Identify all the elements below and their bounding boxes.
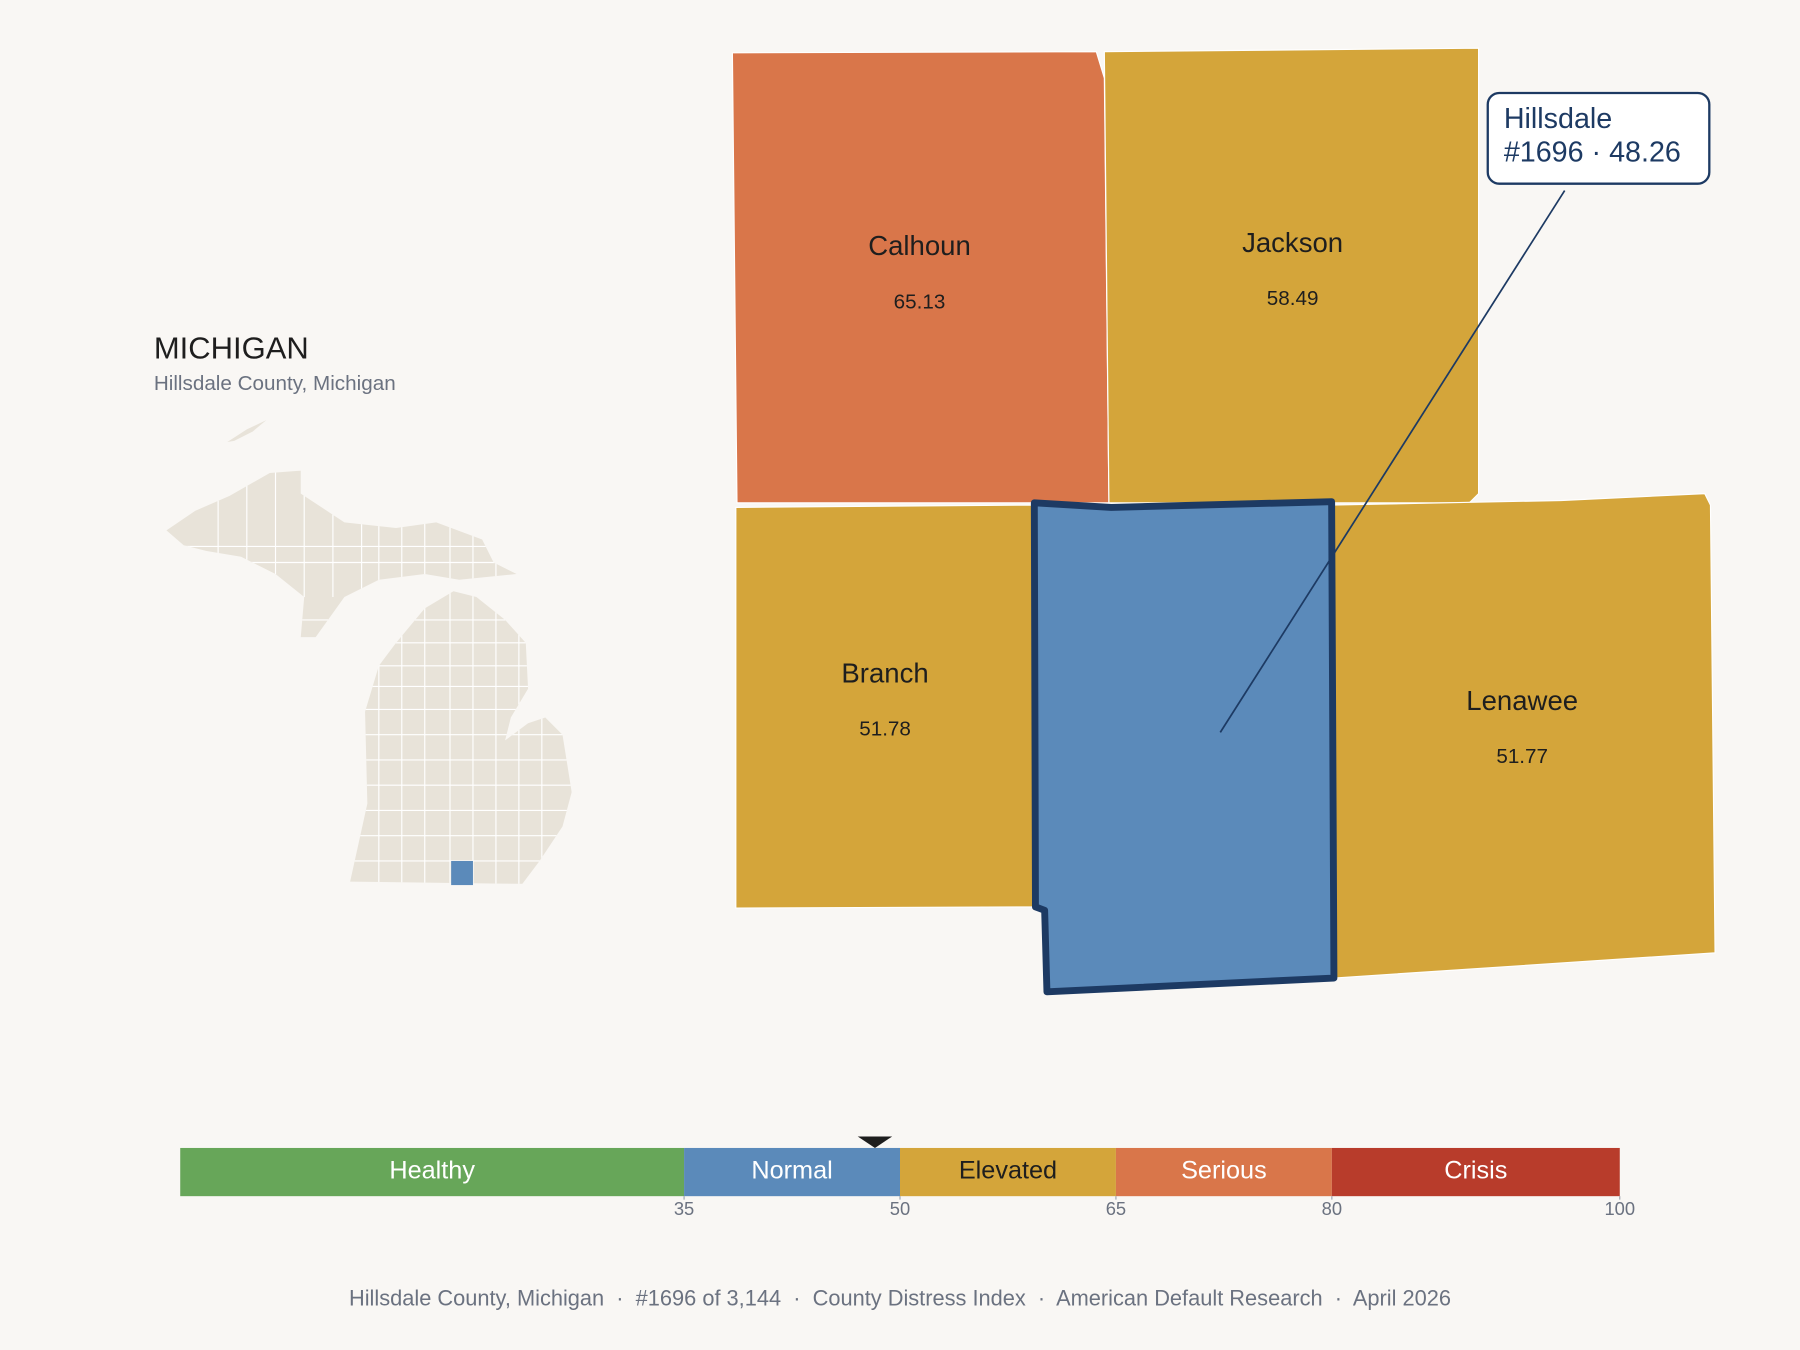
band-label: Healthy xyxy=(389,1157,475,1185)
band-label: Crisis xyxy=(1444,1157,1507,1185)
county-score: 58.49 xyxy=(1267,287,1319,310)
tick-label: 100 xyxy=(1604,1198,1635,1219)
band-label: Serious xyxy=(1181,1157,1267,1185)
scale-band xyxy=(180,1147,685,1197)
subtitle: Hillsdale County, Michigan xyxy=(154,372,396,395)
county[interactable] xyxy=(735,504,1034,909)
county-name: Lenawee xyxy=(1466,685,1578,716)
scale-band xyxy=(1331,1147,1620,1197)
county-score: 51.78 xyxy=(859,718,911,741)
score-marker xyxy=(857,1136,893,1148)
county-name: Jackson xyxy=(1242,227,1343,258)
scale-band xyxy=(900,1147,1116,1197)
callout-name: Hillsdale xyxy=(1504,103,1612,135)
band-label: Normal xyxy=(751,1157,832,1185)
county[interactable] xyxy=(731,51,1110,504)
callout-leader xyxy=(1219,190,1566,733)
callout-detail: #1696 · 48.26 xyxy=(1504,136,1681,168)
state-title: MICHIGAN xyxy=(154,330,309,365)
inset-highlight xyxy=(451,860,473,886)
scale-band xyxy=(684,1147,900,1197)
tick-label: 65 xyxy=(1106,1198,1126,1219)
county-score: 51.77 xyxy=(1496,745,1548,768)
highlight-county[interactable] xyxy=(1030,498,1338,996)
county[interactable] xyxy=(1103,47,1480,504)
isle xyxy=(227,420,267,442)
band-label: Elevated xyxy=(959,1157,1057,1185)
tick-label: 50 xyxy=(890,1198,910,1219)
tick-label: 80 xyxy=(1322,1198,1342,1219)
footer: Hillsdale County, Michigan · #1696 of 3,… xyxy=(349,1285,1451,1310)
county-score: 65.13 xyxy=(894,291,946,314)
county-name: Branch xyxy=(841,657,928,688)
callout-box xyxy=(1486,91,1711,185)
county-name: Calhoun xyxy=(868,230,971,261)
scale-band xyxy=(1115,1147,1332,1197)
tick-label: 35 xyxy=(674,1198,694,1219)
county[interactable] xyxy=(1331,493,1716,979)
